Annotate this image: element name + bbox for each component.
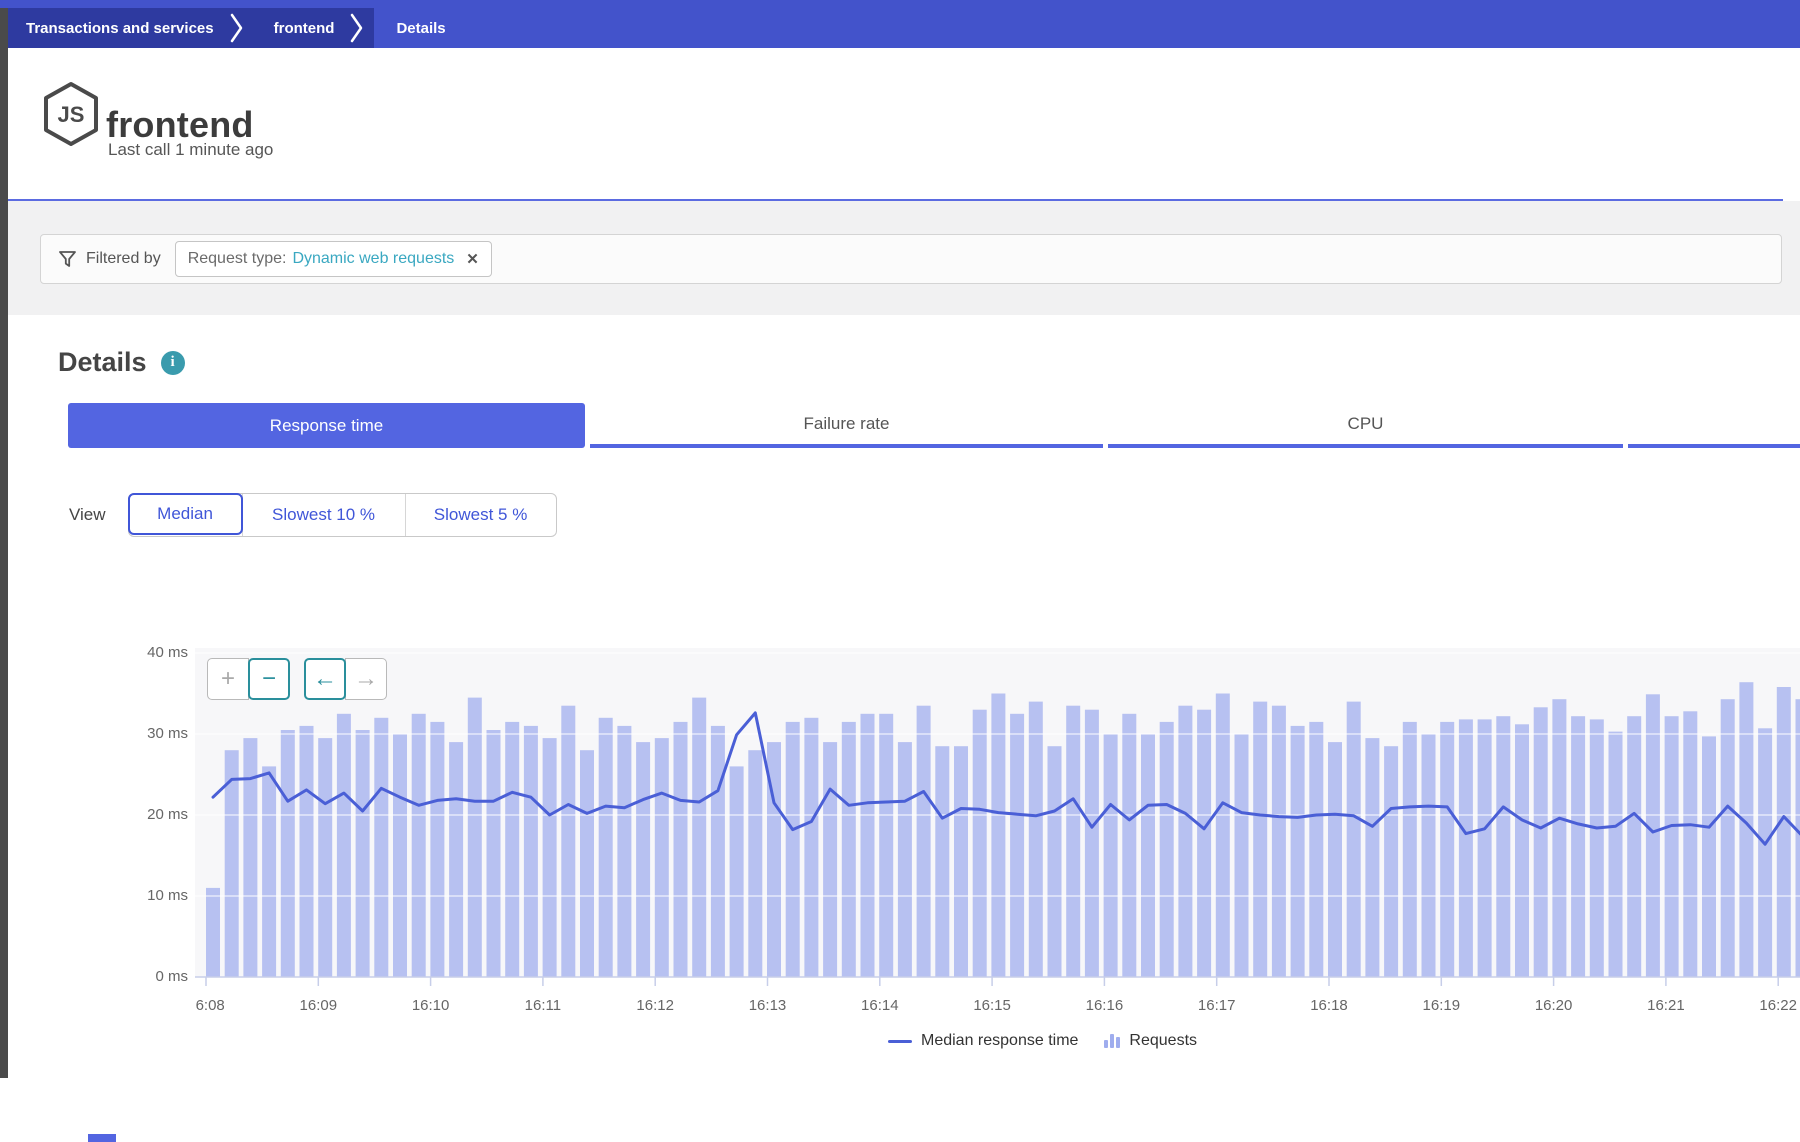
page-header: JS frontend Last call 1 minute ago [8, 48, 1800, 199]
view-selector-row: View Median Slowest 10 % Slowest 5 % [69, 493, 557, 537]
info-icon[interactable]: i [160, 350, 185, 375]
breadcrumb-label: Details [396, 19, 446, 37]
pan-forward-button[interactable]: → [345, 658, 387, 700]
x-axis-label: 16:11 [525, 997, 561, 1014]
x-axis-label: 16:12 [636, 997, 674, 1014]
y-axis-label: 30 ms [147, 725, 188, 742]
breadcrumb-item-frontend[interactable]: frontend [253, 8, 375, 48]
response-time-chart[interactable]: 16:08 16:09 16:10 16:11 16:12 16:13 16:14 16:15… [187, 648, 1800, 1028]
details-heading: Details [58, 347, 147, 377]
view-option-slowest-10[interactable]: Slowest 10 % [241, 494, 405, 536]
x-axis-label: 16:18 [1310, 997, 1348, 1014]
legend-bars-icon [1104, 1034, 1121, 1048]
x-axis-label: 16:21 [1647, 997, 1685, 1014]
view-option-slowest-5[interactable]: Slowest 5 % [404, 494, 556, 536]
legend-label: Median response time [921, 1032, 1079, 1049]
page-title: frontend [106, 104, 254, 145]
median-response-time-line [211, 711, 1800, 846]
tab-cpu[interactable]: CPU [1108, 403, 1623, 448]
breadcrumb: Transactions and services frontend Detai… [0, 0, 1800, 48]
chart-zoom-controls: + − ← → [207, 658, 387, 700]
y-axis-label: 10 ms [147, 887, 188, 904]
filter-bar[interactable]: Filtered by Request type: Dynamic web re… [40, 234, 1782, 284]
breadcrumb-item-transactions-and-services[interactable]: Transactions and services [0, 8, 254, 48]
legend-item-requests[interactable]: Requests [1104, 1032, 1197, 1050]
x-axis-label: 16:16 [1086, 997, 1124, 1014]
view-option-median[interactable]: Median [127, 493, 243, 535]
y-axis-label: 0 ms [155, 968, 188, 985]
tab-response-time[interactable]: Response time [68, 403, 585, 448]
legend-item-median-response-time[interactable]: Median response time [888, 1032, 1078, 1050]
x-axis-label: 16:14 [861, 997, 899, 1014]
x-axis-label: 16:09 [300, 997, 338, 1014]
details-tabs: Response time Failure rate CPU [68, 403, 1800, 448]
legend-label: Requests [1129, 1032, 1198, 1049]
view-button-group: Median Slowest 10 % Slowest 5 % [127, 493, 557, 537]
x-axis-label: 16:20 [1535, 997, 1573, 1014]
tab-failure-rate[interactable]: Failure rate [590, 403, 1103, 448]
filter-chip-key: Request type: [187, 250, 287, 267]
x-axis-label: 16:22 [1759, 997, 1797, 1014]
x-axis-label: 16:19 [1423, 997, 1461, 1014]
chart-svg[interactable]: 16:08 16:09 16:10 16:11 16:12 16:13 16:14 16:15… [187, 648, 1800, 1028]
x-axis-ticks [205, 977, 1779, 986]
remove-filter-icon[interactable]: ✕ [466, 251, 479, 268]
filter-band: Filtered by Request type: Dynamic web re… [8, 201, 1800, 315]
zoom-out-button[interactable]: − [248, 658, 290, 700]
filter-chip-value: Dynamic web requests [292, 250, 455, 267]
chevron-right-icon [230, 12, 244, 44]
header-divider [8, 199, 1783, 201]
pan-back-button[interactable]: ← [304, 658, 346, 700]
requests-bars [206, 682, 1800, 978]
x-axis-label: 16:17 [1198, 997, 1236, 1014]
x-axis-label: 16:13 [749, 997, 787, 1014]
x-axis-label: 16:08 [195, 997, 225, 1014]
x-axis-labels: 16:08 16:09 16:10 16:11 16:12 16:13 16:14 16:15… [187, 997, 1797, 1014]
zoom-in-button[interactable]: + [207, 658, 249, 700]
y-axis-label: 20 ms [147, 806, 188, 823]
nodejs-icon: JS [42, 81, 100, 152]
view-label: View [69, 505, 106, 524]
filter-chip-request-type[interactable]: Request type: Dynamic web requests ✕ [174, 241, 492, 277]
y-axis-label: 40 ms [147, 644, 188, 661]
filter-funnel-icon [59, 251, 76, 267]
details-card: Details i Response time Failure rate CPU V… [8, 315, 1800, 1078]
left-edge-strip [0, 8, 8, 1078]
breadcrumb-label: frontend [273, 19, 335, 37]
svg-text:JS: JS [58, 102, 85, 127]
last-call-status: Last call 1 minute ago [108, 140, 274, 159]
x-axis-label: 16:10 [412, 997, 450, 1014]
breadcrumb-item-details[interactable]: Details [374, 8, 445, 48]
breadcrumb-label: Transactions and services [26, 19, 214, 37]
legend-line-swatch [888, 1039, 912, 1043]
gridlines [195, 652, 1800, 897]
chevron-right-icon [350, 12, 364, 44]
tab-more[interactable] [1628, 403, 1800, 448]
filtered-by-label: Filtered by [86, 250, 161, 267]
chart-legend: Median response time Requests [888, 1032, 1197, 1050]
x-axis-label: 16:15 [973, 997, 1011, 1014]
partial-element-bottom [88, 1134, 116, 1142]
y-axis: 0 ms 10 ms 20 ms 30 ms 40 ms [104, 644, 188, 988]
